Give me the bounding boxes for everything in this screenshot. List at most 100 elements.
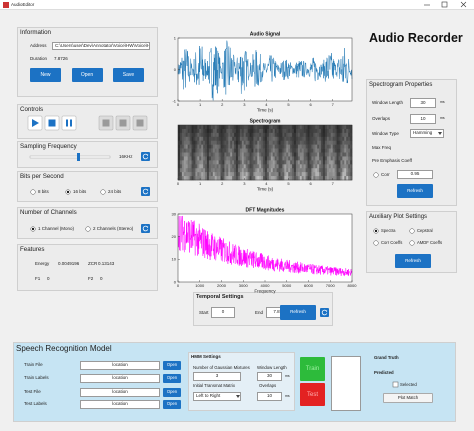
plot-button[interactable]: Plot Match bbox=[383, 393, 433, 403]
text-field[interactable]: 30 bbox=[257, 372, 282, 381]
checkbox[interactable] bbox=[392, 381, 399, 388]
text-field[interactable]: 0.95 bbox=[397, 170, 433, 179]
spectrogram-cell bbox=[251, 152, 254, 157]
spectrogram-cell bbox=[251, 168, 254, 173]
text-field[interactable]: location bbox=[80, 400, 160, 409]
spectrogram-cell bbox=[270, 160, 274, 165]
spectrogram-cell bbox=[224, 132, 227, 138]
y-tick-label: 20 bbox=[172, 234, 177, 239]
stop-button[interactable] bbox=[132, 115, 148, 131]
spectrogram-cell bbox=[249, 144, 252, 149]
train-button[interactable]: Train bbox=[300, 357, 325, 381]
stop-button[interactable] bbox=[44, 115, 60, 131]
spectrogram-cell bbox=[236, 160, 239, 165]
spectrogram-cell bbox=[191, 128, 194, 134]
spectrogram-cell bbox=[323, 164, 326, 169]
file-button[interactable]: Open bbox=[71, 68, 103, 82]
open-button[interactable]: Open bbox=[163, 388, 181, 397]
refresh-icon-button[interactable] bbox=[141, 152, 150, 161]
dropdown[interactable]: Hamming bbox=[410, 129, 444, 138]
results-listbox[interactable] bbox=[331, 356, 361, 411]
text-field[interactable]: location bbox=[80, 361, 160, 370]
refresh-button[interactable]: Refresh bbox=[395, 254, 431, 268]
x-tick-label: 2 bbox=[221, 102, 224, 107]
radio-button[interactable] bbox=[65, 189, 71, 195]
address-field[interactable]: C:\Users\user\Dev\Annotator\Voice\HW\Voi… bbox=[52, 42, 150, 50]
spectrogram-cell bbox=[214, 160, 217, 165]
spectrogram-cell bbox=[230, 168, 233, 173]
radio-button[interactable] bbox=[100, 189, 106, 195]
spectrogram-cell bbox=[272, 156, 275, 161]
text-field[interactable]: location bbox=[80, 374, 160, 383]
test-button[interactable]: Test bbox=[300, 383, 325, 406]
spectrogram-cell bbox=[187, 144, 190, 149]
file-button[interactable]: Save bbox=[113, 68, 144, 82]
refresh-icon-button[interactable] bbox=[141, 187, 150, 196]
spectrogram-cell bbox=[290, 164, 293, 169]
spectrogram-cell bbox=[257, 132, 260, 138]
spectrogram-cell bbox=[230, 172, 233, 177]
refresh-bg bbox=[141, 224, 150, 233]
window-controls[interactable] bbox=[420, 1, 472, 9]
radio-button[interactable] bbox=[409, 228, 415, 234]
x-tick-label: 1000 bbox=[195, 283, 205, 288]
frequency-slider[interactable] bbox=[29, 153, 111, 161]
pause-button[interactable] bbox=[61, 115, 77, 131]
spectrogram-cell bbox=[311, 152, 314, 157]
spectrogram-cell bbox=[301, 144, 304, 149]
spectrogram-cell bbox=[294, 152, 297, 157]
refresh-icon-button[interactable] bbox=[320, 308, 329, 317]
text-field[interactable]: 10 bbox=[410, 114, 436, 124]
radio-button[interactable] bbox=[373, 172, 379, 178]
refresh-button[interactable]: Refresh bbox=[280, 305, 316, 320]
refresh-icon-button[interactable] bbox=[141, 224, 150, 233]
radio-button[interactable] bbox=[30, 226, 36, 232]
spectrogram-cell bbox=[350, 152, 353, 157]
text-field[interactable]: 0 bbox=[211, 307, 235, 318]
open-button[interactable]: Open bbox=[163, 374, 181, 383]
text-field[interactable]: location bbox=[80, 388, 160, 397]
spectrogram-cell bbox=[311, 136, 314, 142]
spectrogram-cell bbox=[334, 128, 337, 134]
spectrogram-cell bbox=[268, 140, 272, 145]
dropdown[interactable]: Left to Right bbox=[193, 392, 241, 401]
spectrogram-cell bbox=[251, 172, 254, 177]
spectrogram-cell bbox=[326, 168, 330, 173]
radio-button[interactable] bbox=[373, 240, 379, 246]
feature-value: 0 bbox=[100, 276, 103, 281]
spectrogram-cell bbox=[323, 144, 326, 149]
spectrogram-cell bbox=[203, 168, 206, 173]
spectrogram-cell bbox=[288, 160, 291, 165]
radio-button[interactable] bbox=[373, 228, 379, 234]
spectrogram-cell bbox=[183, 160, 187, 165]
spectrogram-cell bbox=[237, 148, 241, 153]
spectrogram-cell bbox=[268, 176, 272, 181]
spectrogram-cell bbox=[230, 128, 233, 134]
spectrogram-cell bbox=[309, 172, 312, 177]
file-button[interactable]: New bbox=[30, 68, 61, 82]
radio-button[interactable] bbox=[85, 226, 91, 232]
stop-button[interactable] bbox=[115, 115, 131, 131]
spectrogram-cell bbox=[303, 148, 306, 153]
play-button[interactable] bbox=[27, 115, 43, 131]
radio-button[interactable] bbox=[409, 240, 415, 246]
spectrogram-cell bbox=[205, 136, 208, 142]
spectrogram-cell bbox=[294, 125, 297, 130]
spectrogram-cell bbox=[263, 144, 266, 149]
open-button[interactable]: Open bbox=[163, 361, 181, 370]
text-field[interactable]: 3 bbox=[193, 372, 241, 381]
spectrogram-cell bbox=[332, 136, 335, 142]
refresh-button[interactable]: Refresh bbox=[397, 184, 433, 198]
spectrogram-cell bbox=[259, 125, 262, 130]
text-field[interactable]: 10 bbox=[257, 392, 282, 401]
label: Window Type bbox=[372, 131, 399, 136]
spectrogram-cell bbox=[255, 125, 258, 130]
radio-button[interactable] bbox=[30, 189, 36, 195]
spectrogram-cell bbox=[338, 152, 341, 157]
text-field[interactable]: 30 bbox=[410, 98, 436, 108]
spectrogram-cell bbox=[247, 128, 250, 134]
refresh-bg bbox=[141, 152, 150, 161]
stop-button[interactable] bbox=[98, 115, 114, 131]
open-button[interactable]: Open bbox=[163, 400, 181, 409]
spectrogram-cell bbox=[178, 156, 181, 161]
